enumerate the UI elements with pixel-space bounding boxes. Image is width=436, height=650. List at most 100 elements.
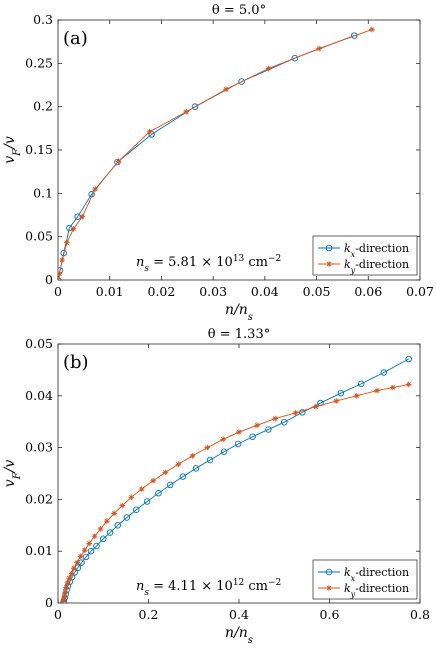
data-point bbox=[254, 422, 260, 429]
data-point bbox=[291, 54, 299, 62]
chart-panel-a: 0 0.01 0.02 0.03 0.04 0.05 0.06 0.07 0 0.05 0.1 0.1… bbox=[2, 3, 434, 323]
y-tick-label: 0.04 bbox=[25, 388, 53, 403]
data-point bbox=[86, 540, 93, 547]
data-point bbox=[92, 186, 99, 192]
data-point bbox=[281, 418, 288, 426]
data-point bbox=[223, 86, 229, 93]
legend-swatch-marker bbox=[326, 261, 332, 267]
x-tick-label: 0.8 bbox=[410, 607, 430, 622]
y-tick-label: 0.2 bbox=[33, 99, 53, 114]
data-point bbox=[236, 429, 242, 435]
data-point bbox=[189, 453, 196, 459]
series-y-direction bbox=[60, 381, 412, 603]
data-point bbox=[91, 533, 98, 539]
y-tick-label: 0 bbox=[45, 272, 53, 287]
data-point bbox=[143, 498, 151, 505]
data-point bbox=[123, 514, 131, 521]
y-tick-label: 0.05 bbox=[25, 336, 53, 351]
data-point bbox=[405, 355, 412, 363]
data-point bbox=[71, 565, 77, 572]
data-point bbox=[380, 369, 388, 376]
data-point bbox=[150, 477, 156, 484]
legend-label: ky-direction bbox=[344, 582, 409, 599]
y-tick-label: 0.03 bbox=[25, 440, 53, 455]
data-point bbox=[316, 45, 322, 52]
y-tick-label: 0.15 bbox=[25, 142, 53, 157]
data-point bbox=[106, 529, 114, 536]
density-annotation: ns = 4.11 × 1012 cm−2 bbox=[136, 578, 281, 598]
data-point bbox=[79, 213, 86, 220]
data-point bbox=[93, 542, 100, 550]
y-tick-label: 0.1 bbox=[33, 185, 53, 200]
data-point bbox=[146, 129, 153, 135]
data-point bbox=[58, 271, 63, 277]
series-line bbox=[58, 35, 355, 280]
data-point bbox=[405, 381, 412, 388]
data-point bbox=[249, 433, 256, 440]
data-point bbox=[60, 597, 67, 603]
data-point bbox=[162, 469, 169, 476]
data-point bbox=[63, 239, 70, 246]
data-point bbox=[114, 158, 121, 166]
x-axis-label: n/ns bbox=[225, 302, 253, 323]
legend-swatch-marker bbox=[326, 585, 332, 591]
data-point bbox=[313, 403, 319, 410]
data-point bbox=[99, 535, 107, 543]
x-tick-label: 0.03 bbox=[199, 284, 227, 299]
chart-title: θ = 5.0° bbox=[212, 3, 266, 18]
data-point bbox=[138, 486, 145, 492]
data-point bbox=[115, 158, 122, 165]
data-point bbox=[104, 518, 110, 524]
panel-label: (a) bbox=[63, 28, 88, 49]
y-tick-label: 0.01 bbox=[25, 543, 53, 558]
data-point bbox=[292, 410, 299, 416]
series-x-direction bbox=[58, 32, 358, 280]
data-point bbox=[333, 398, 340, 404]
data-point bbox=[70, 226, 77, 232]
data-point bbox=[63, 584, 69, 591]
data-point bbox=[74, 564, 82, 572]
data-point bbox=[59, 257, 65, 263]
data-point bbox=[220, 448, 228, 455]
x-axis-label: n/ns bbox=[225, 625, 253, 646]
data-point bbox=[87, 547, 95, 555]
legend-label: kx-direction bbox=[344, 242, 409, 259]
data-point bbox=[111, 510, 117, 517]
y-tick-label: 0.02 bbox=[25, 491, 53, 506]
y-axis-label: vF/v bbox=[2, 460, 23, 488]
y-tick-label: 0.05 bbox=[25, 229, 53, 244]
data-point bbox=[77, 553, 84, 560]
y-tick-label: 0 bbox=[45, 595, 53, 610]
data-point bbox=[357, 380, 365, 388]
series-y-direction bbox=[58, 26, 375, 280]
y-tick-label: 0.3 bbox=[33, 12, 53, 27]
data-point bbox=[61, 593, 68, 600]
x-tick-label: 0.2 bbox=[139, 607, 159, 622]
data-point bbox=[353, 393, 360, 399]
x-tick-label: 0.01 bbox=[96, 284, 124, 299]
panel-label: (b) bbox=[63, 352, 89, 373]
x-tick-label: 0.05 bbox=[303, 284, 331, 299]
data-point bbox=[351, 32, 358, 39]
legend-label: kx-direction bbox=[344, 566, 409, 583]
data-point bbox=[192, 465, 200, 472]
data-point bbox=[58, 277, 61, 280]
data-point bbox=[175, 461, 182, 467]
data-point bbox=[82, 553, 90, 561]
data-point bbox=[265, 426, 272, 433]
data-point bbox=[133, 506, 140, 514]
legend-box bbox=[312, 235, 418, 276]
legend-swatch-marker bbox=[325, 244, 333, 252]
density-annotation: ns = 5.81 × 1013 cm−2 bbox=[136, 254, 281, 274]
data-point bbox=[97, 526, 104, 532]
data-point bbox=[179, 473, 187, 480]
x-tick-label: 0 bbox=[54, 607, 62, 622]
chart-panel-b: 0 0.2 0.4 0.6 0.8 0 0.01 0.02 0.03 0.04 0.05 θ = 1.… bbox=[2, 327, 430, 646]
data-point bbox=[234, 440, 242, 448]
data-point bbox=[220, 436, 226, 443]
x-tick-label: 0.07 bbox=[406, 284, 434, 299]
data-point bbox=[64, 579, 71, 586]
data-point bbox=[299, 409, 306, 416]
data-point bbox=[128, 494, 135, 501]
